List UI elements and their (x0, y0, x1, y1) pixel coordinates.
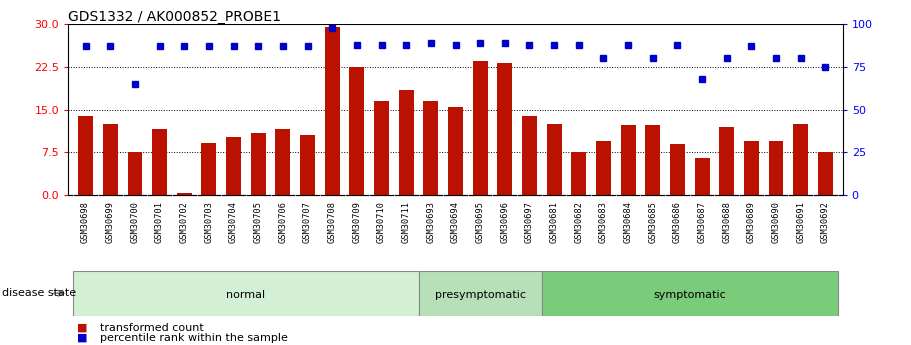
Text: GSM30702: GSM30702 (179, 201, 189, 243)
Text: ■: ■ (77, 323, 88, 333)
Text: GSM30698: GSM30698 (81, 201, 90, 243)
Text: GSM30701: GSM30701 (155, 201, 164, 243)
Bar (275, 129, 291, 195)
Bar (769, 141, 783, 195)
Bar (226, 137, 241, 195)
Bar (620, 126, 636, 195)
FancyBboxPatch shape (542, 271, 838, 316)
Text: GSM30708: GSM30708 (328, 201, 337, 243)
Text: GSM30681: GSM30681 (549, 201, 558, 243)
Text: GSM30694: GSM30694 (451, 201, 460, 243)
Text: symptomatic: symptomatic (653, 290, 726, 300)
Bar (448, 107, 463, 195)
Text: GSM30685: GSM30685 (649, 201, 658, 243)
Bar (399, 90, 414, 195)
Text: GSM30696: GSM30696 (500, 201, 509, 243)
Text: disease state: disease state (2, 288, 76, 298)
Text: normal: normal (226, 290, 265, 300)
Bar (744, 141, 759, 195)
Bar (251, 134, 266, 195)
Text: percentile rank within the sample: percentile rank within the sample (100, 333, 288, 343)
Text: GSM30700: GSM30700 (130, 201, 139, 243)
Text: GSM30711: GSM30711 (402, 201, 411, 243)
Text: GSM30709: GSM30709 (353, 201, 362, 243)
Bar (695, 158, 710, 195)
Text: GSM30703: GSM30703 (204, 201, 213, 243)
Text: presymptomatic: presymptomatic (435, 290, 526, 300)
Text: GSM30691: GSM30691 (796, 201, 805, 243)
Bar (78, 116, 93, 195)
Bar (424, 101, 438, 195)
Bar (201, 142, 216, 195)
Bar (177, 193, 191, 195)
Bar (720, 127, 734, 195)
Text: GSM30706: GSM30706 (279, 201, 287, 243)
Text: ■: ■ (77, 333, 88, 343)
Bar (596, 141, 611, 195)
Text: transformed count: transformed count (100, 323, 204, 333)
FancyBboxPatch shape (73, 271, 418, 316)
Text: GSM30690: GSM30690 (772, 201, 781, 243)
Text: GDS1332 / AK000852_PROBE1: GDS1332 / AK000852_PROBE1 (68, 10, 281, 24)
Bar (300, 135, 315, 195)
Bar (547, 124, 561, 195)
Text: GSM30686: GSM30686 (673, 201, 682, 243)
Bar (128, 152, 142, 195)
Bar (522, 116, 537, 195)
Text: GSM30683: GSM30683 (599, 201, 608, 243)
Bar (497, 63, 512, 195)
Text: GSM30695: GSM30695 (476, 201, 485, 243)
Text: GSM30707: GSM30707 (303, 201, 312, 243)
Text: GSM30710: GSM30710 (377, 201, 386, 243)
Bar (350, 67, 364, 195)
Bar (374, 101, 389, 195)
Text: GSM30692: GSM30692 (821, 201, 830, 243)
Bar (645, 126, 660, 195)
Bar (818, 152, 833, 195)
Text: GSM30689: GSM30689 (747, 201, 756, 243)
FancyBboxPatch shape (418, 271, 542, 316)
Bar (103, 124, 118, 195)
Text: GSM30682: GSM30682 (574, 201, 583, 243)
Text: GSM30688: GSM30688 (722, 201, 732, 243)
Text: GSM30697: GSM30697 (525, 201, 534, 243)
Bar (152, 129, 167, 195)
Text: GSM30699: GSM30699 (106, 201, 115, 243)
Text: GSM30704: GSM30704 (229, 201, 238, 243)
Bar (571, 152, 586, 195)
Bar (325, 27, 340, 195)
Text: GSM30693: GSM30693 (426, 201, 435, 243)
Bar (670, 144, 685, 195)
Text: GSM30705: GSM30705 (253, 201, 262, 243)
Text: GSM30684: GSM30684 (624, 201, 632, 243)
Bar (473, 61, 487, 195)
Text: GSM30687: GSM30687 (698, 201, 707, 243)
Bar (793, 124, 808, 195)
